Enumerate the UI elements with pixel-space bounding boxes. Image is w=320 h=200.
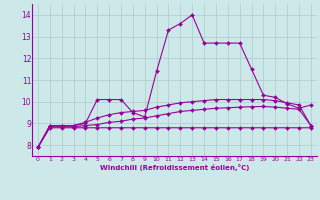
X-axis label: Windchill (Refroidissement éolien,°C): Windchill (Refroidissement éolien,°C) bbox=[100, 164, 249, 171]
